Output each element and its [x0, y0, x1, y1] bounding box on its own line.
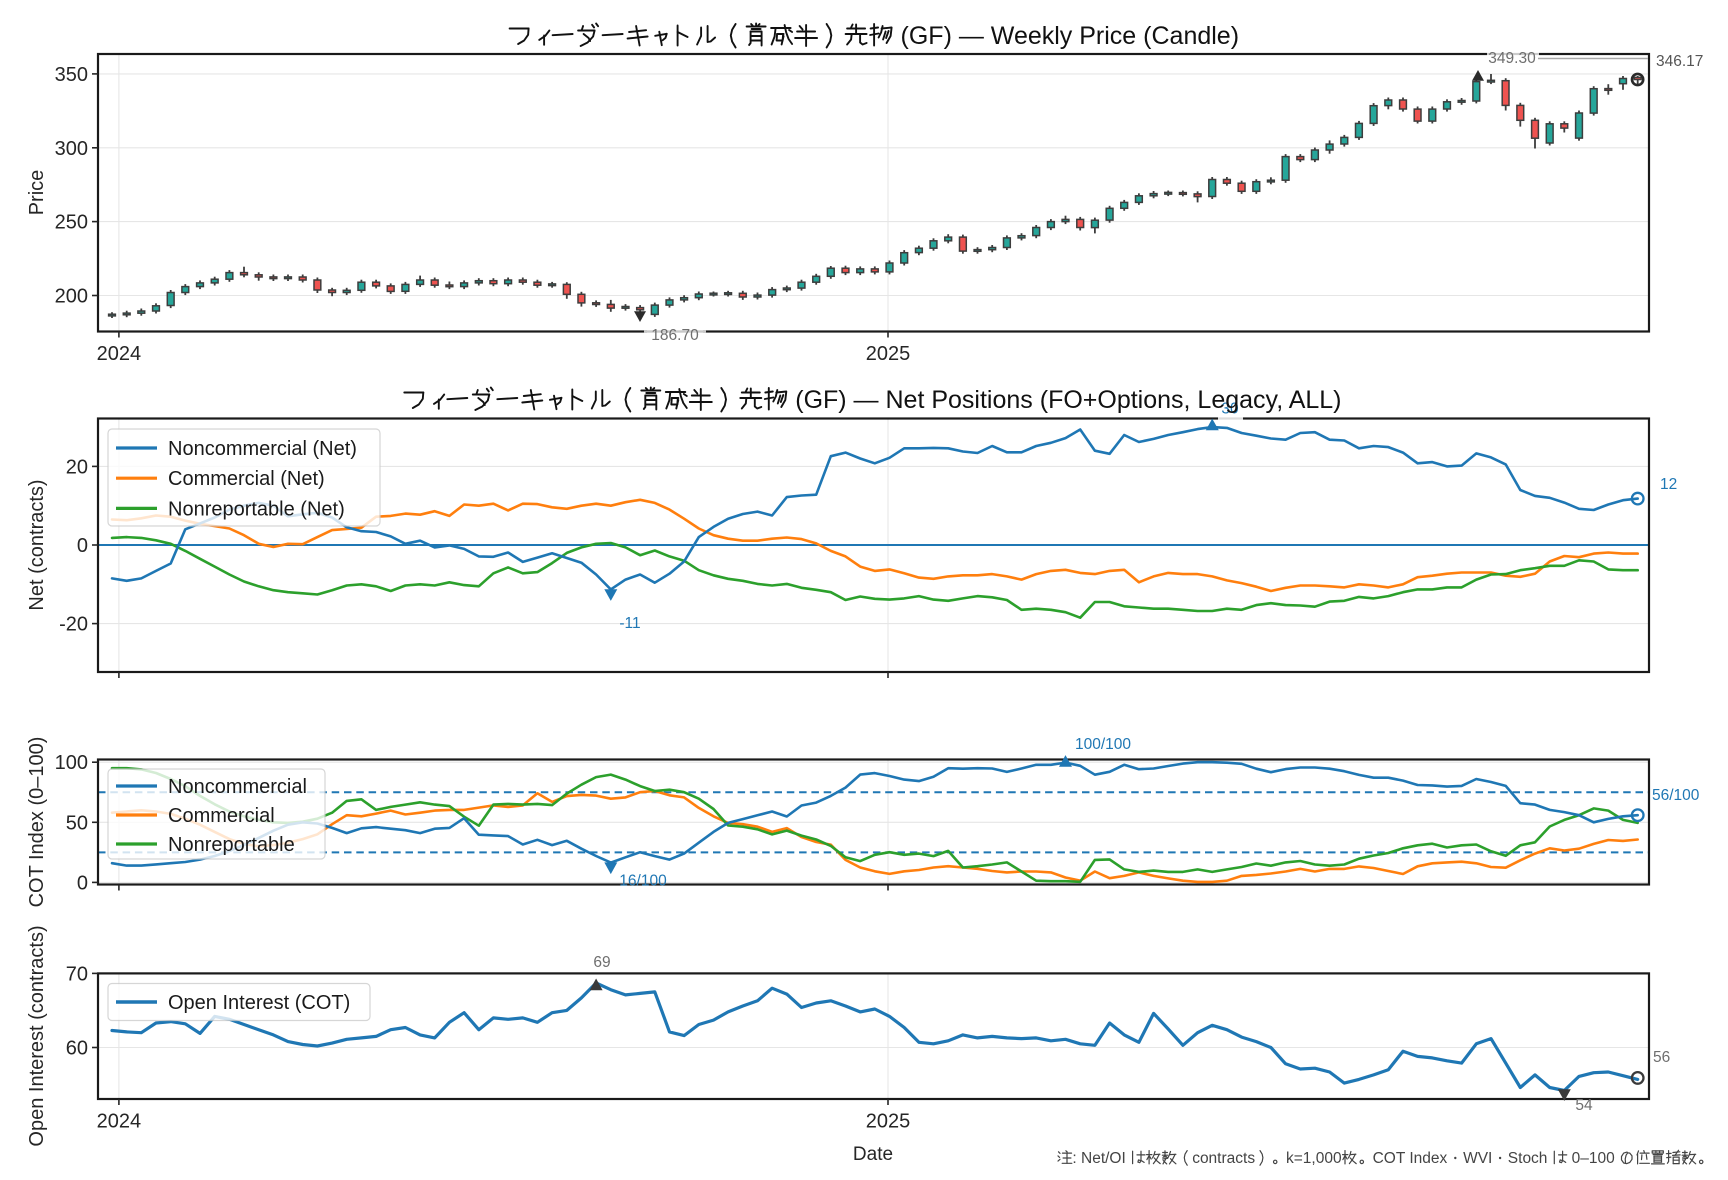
svg-text:56/100: 56/100	[1652, 787, 1700, 804]
svg-text:(GF) — Weekly Price (Candle): (GF) — Weekly Price (Candle)	[894, 22, 1239, 50]
svg-text:COT Index: COT Index	[1373, 1150, 1448, 1167]
svg-text:70: 70	[66, 963, 88, 985]
svg-text:-20: -20	[59, 614, 88, 636]
svg-text:2024: 2024	[97, 1111, 142, 1133]
svg-text:100: 100	[55, 752, 88, 774]
svg-text:349.30: 349.30	[1488, 50, 1536, 67]
svg-text:346.17: 346.17	[1656, 53, 1703, 70]
svg-text:16/100: 16/100	[619, 873, 667, 890]
svg-text:Noncommercial: Noncommercial	[168, 776, 307, 798]
svg-text:Open Interest (COT): Open Interest (COT)	[168, 992, 350, 1014]
svg-text:0: 0	[77, 535, 88, 557]
svg-text:12: 12	[1660, 476, 1677, 493]
svg-text:: Net/OI: : Net/OI	[1072, 1150, 1130, 1167]
svg-text:50: 50	[66, 812, 88, 834]
svg-text:0: 0	[77, 872, 88, 894]
svg-text:Noncommercial (Net): Noncommercial (Net)	[168, 438, 357, 460]
svg-text:Open Interest (contracts): Open Interest (contracts)	[26, 925, 48, 1146]
svg-text:186.70: 186.70	[651, 327, 699, 344]
svg-text:-11: -11	[619, 615, 640, 632]
svg-text:300: 300	[55, 138, 88, 160]
svg-text:COT Index (0–100): COT Index (0–100)	[26, 737, 48, 908]
svg-text:60: 60	[66, 1038, 88, 1060]
svg-text:contracts: contracts	[1192, 1150, 1255, 1167]
svg-text:2024: 2024	[97, 343, 142, 365]
svg-text:56: 56	[1653, 1049, 1670, 1066]
svg-text:200: 200	[55, 286, 88, 308]
svg-text:2025: 2025	[866, 343, 911, 365]
svg-text:20: 20	[66, 456, 88, 478]
svg-text:Nonreportable (Net): Nonreportable (Net)	[168, 498, 345, 520]
svg-text:Commercial: Commercial	[168, 805, 275, 827]
svg-text:54: 54	[1575, 1097, 1593, 1114]
svg-text:0–100: 0–100	[1567, 1150, 1619, 1167]
svg-text:30: 30	[1221, 401, 1239, 418]
svg-text:k=1,000: k=1,000	[1286, 1150, 1342, 1167]
svg-text:250: 250	[55, 212, 88, 234]
svg-text:2025: 2025	[866, 1111, 911, 1133]
svg-text:Stoch: Stoch	[1508, 1150, 1552, 1167]
svg-text:WVI: WVI	[1463, 1150, 1492, 1167]
svg-text:Net (contracts): Net (contracts)	[26, 479, 48, 610]
svg-text:Commercial (Net): Commercial (Net)	[168, 468, 325, 490]
svg-text:Price: Price	[26, 170, 48, 216]
svg-text:Date: Date	[853, 1144, 893, 1165]
svg-text:Nonreportable: Nonreportable	[168, 834, 295, 856]
svg-text:100/100: 100/100	[1075, 736, 1131, 753]
svg-text:(GF) — Net Positions (FO+Optio: (GF) — Net Positions (FO+Options, Legacy…	[788, 386, 1341, 414]
svg-text:69: 69	[593, 954, 610, 971]
svg-text:350: 350	[55, 64, 88, 86]
